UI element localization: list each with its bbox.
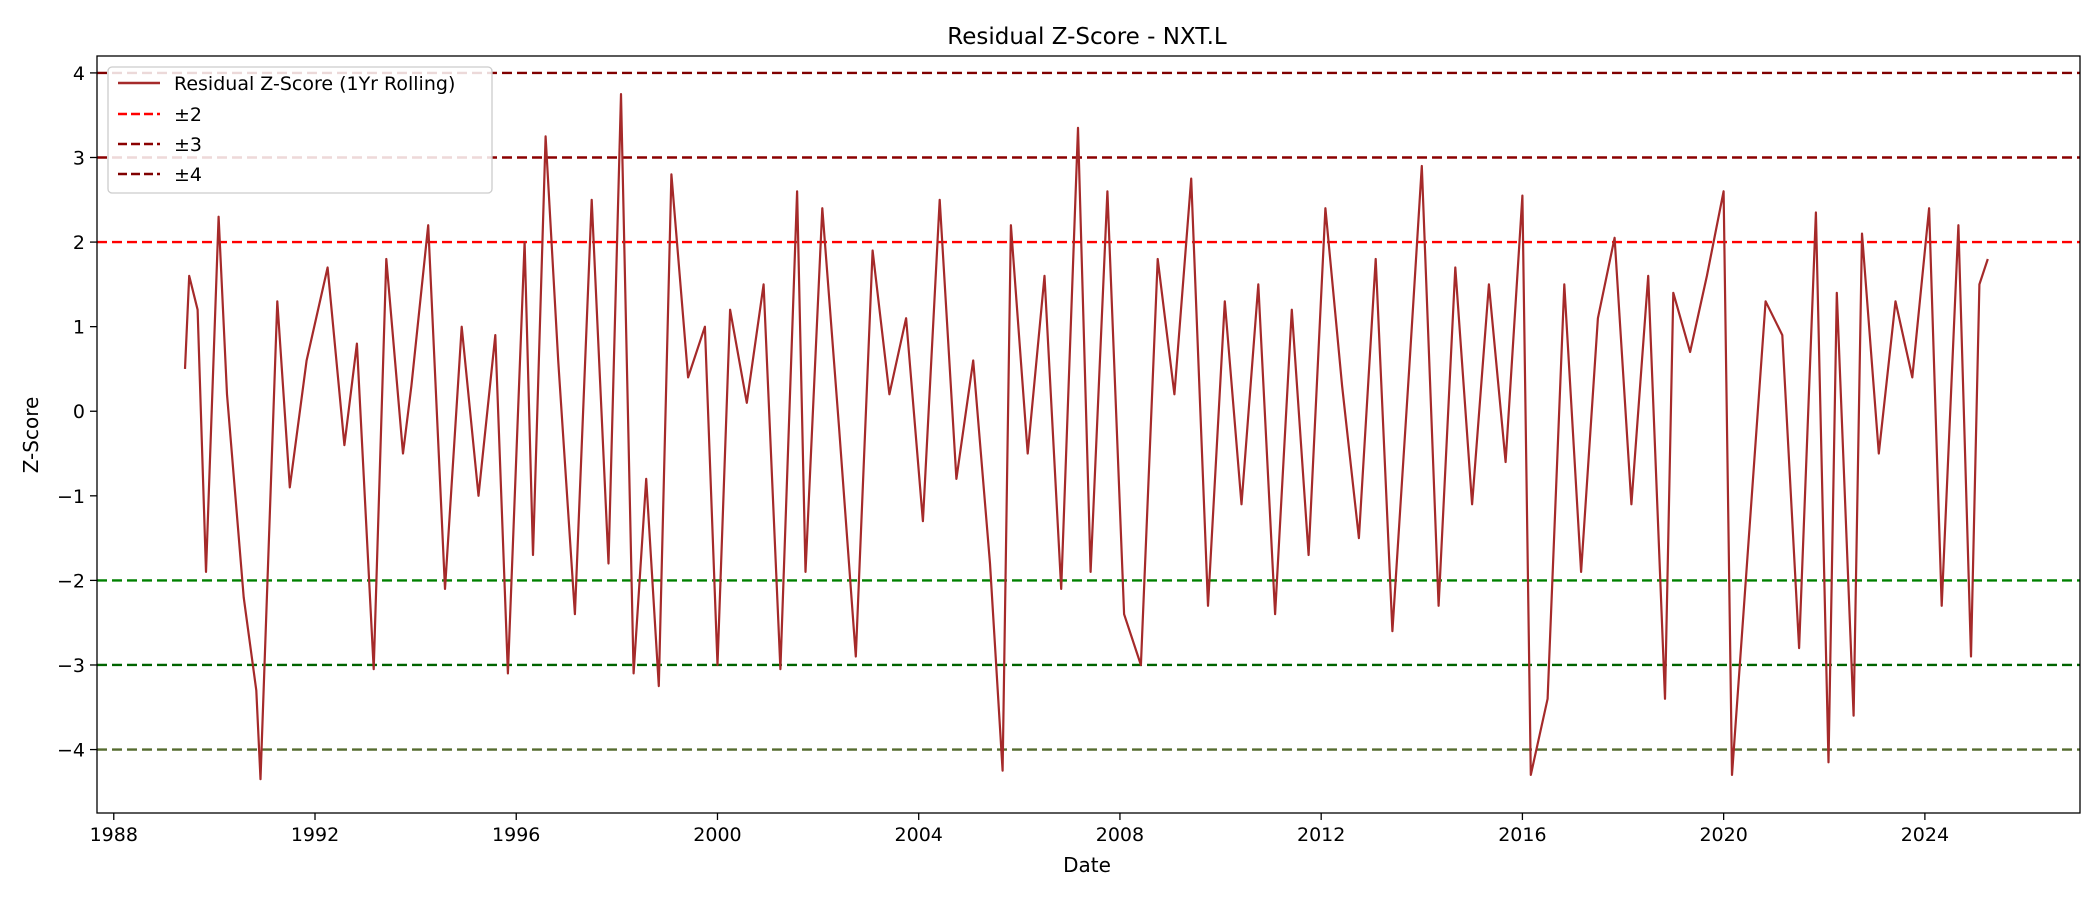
y-tick-label: 0 (73, 401, 85, 423)
y-tick-label: −4 (57, 740, 85, 762)
ticks-layer: 1988 1992 1996 2000 2004 2008 2012 2016 2020 2024… (57, 63, 1949, 846)
y-tick-label: −2 (57, 570, 85, 592)
x-tick-label: 2020 (1699, 824, 1747, 846)
y-tick-label: 3 (73, 147, 85, 169)
x-tick-label: 2004 (895, 824, 943, 846)
x-tick-label: 1992 (291, 824, 339, 846)
legend-box (107, 66, 493, 194)
x-axis-label: Date (1063, 853, 1111, 877)
x-tick-label: 2000 (693, 824, 741, 846)
plot-frame (96, 55, 2081, 814)
x-tick-label: 1988 (90, 824, 138, 846)
legend-label-series: Residual Z-Score (1Yr Rolling) (174, 73, 455, 95)
legend: Residual Z-Score (1Yr Rolling) ±2 ±3 ±4 (107, 66, 493, 194)
x-tick-label: 2016 (1498, 824, 1546, 846)
x-tick-label: 2024 (1901, 824, 1949, 846)
x-tick-label: 2008 (1096, 824, 1144, 846)
y-tick-label: 4 (73, 63, 85, 85)
y-tick-label: 1 (73, 317, 85, 339)
legend-label-4: ±4 (174, 164, 202, 186)
x-tick-label: 1996 (492, 824, 540, 846)
series-line-0 (183, 93, 1989, 781)
y-tick-label: 2 (73, 232, 85, 254)
legend-label-2: ±2 (174, 104, 202, 126)
x-tick-label: 2012 (1297, 824, 1345, 846)
chart-title: Residual Z-Score - NXT.L (947, 24, 1227, 50)
series-layer (183, 93, 1989, 781)
legend-label-3: ±3 (174, 134, 202, 156)
y-tick-label: −1 (57, 486, 85, 508)
y-tick-label: −3 (57, 655, 85, 677)
y-axis-label: Z-Score (19, 397, 43, 474)
